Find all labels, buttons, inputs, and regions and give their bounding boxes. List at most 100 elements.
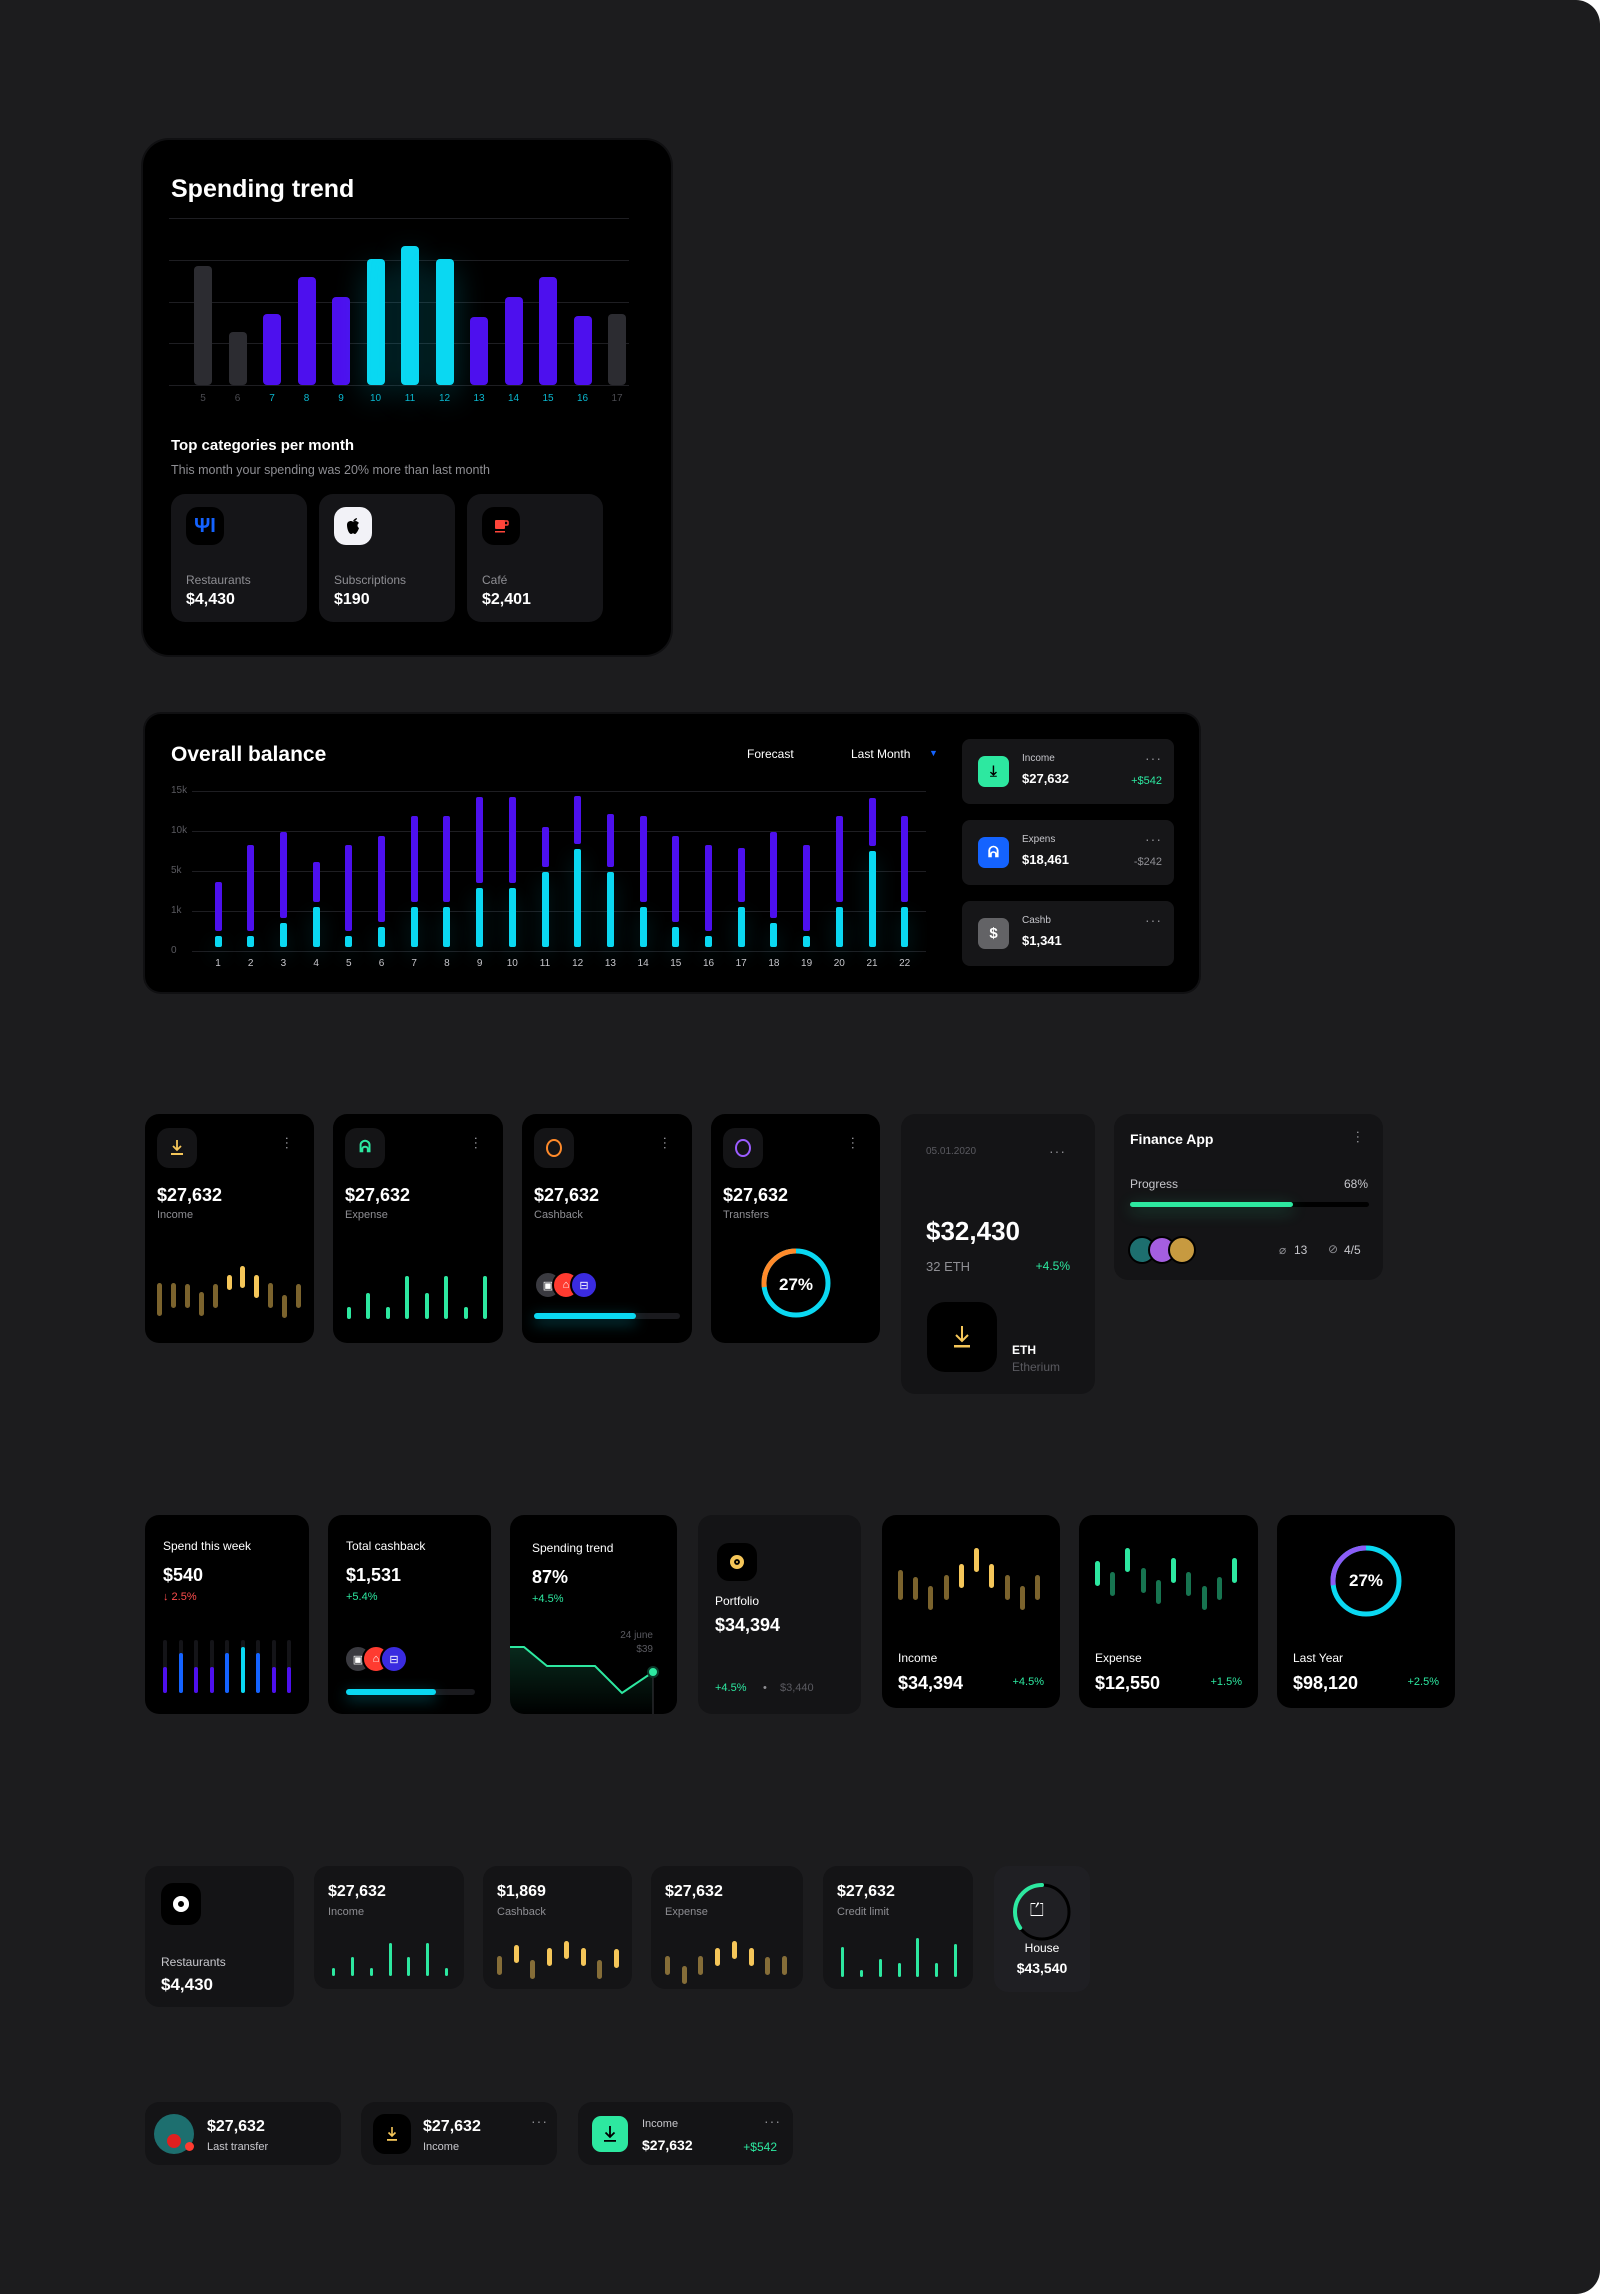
expense-bar[interactable] — [803, 845, 811, 931]
chart-bar[interactable] — [470, 317, 488, 385]
expense-bar[interactable] — [378, 835, 385, 922]
income-bar[interactable] — [705, 935, 712, 947]
chart-bar[interactable] — [608, 313, 626, 385]
more-icon[interactable]: ··· — [1145, 831, 1162, 847]
chart-bar[interactable] — [435, 258, 454, 385]
income-bar[interactable] — [901, 907, 909, 947]
chevron-down-icon[interactable]: ▼ — [929, 748, 938, 758]
expense-stat-card[interactable]: Expense $12,550 +1.5% — [1079, 1515, 1258, 1708]
expense-bar[interactable] — [279, 831, 287, 919]
chart-bar[interactable] — [228, 332, 247, 385]
expense-bar[interactable] — [410, 815, 418, 902]
more-icon[interactable]: ··· — [846, 1136, 862, 1150]
income-bar[interactable] — [770, 923, 778, 947]
credit-limit-card[interactable]: $27,632 Credit limit — [823, 1866, 973, 1989]
expense-bar[interactable] — [476, 797, 484, 883]
income-bar[interactable] — [476, 887, 484, 947]
total-cashback-card[interactable]: Total cashback $1,531 +5.4% ▣ ⌂ ⊟ — [328, 1515, 491, 1714]
category-card-subscriptions[interactable]: Subscriptions $190 — [319, 494, 455, 622]
expense-bar[interactable] — [770, 831, 778, 919]
expense-bar[interactable] — [541, 827, 549, 868]
income-bar[interactable] — [312, 907, 320, 947]
category-card-cafe[interactable]: Café $2,401 — [467, 494, 603, 622]
transfers-card[interactable]: ··· $27,632 Transfers 27% — [711, 1114, 880, 1343]
income-bar[interactable] — [574, 849, 582, 947]
income-bar[interactable] — [606, 872, 614, 947]
income-bar[interactable] — [410, 907, 418, 947]
income-bar[interactable] — [443, 907, 451, 947]
chart-bar[interactable] — [297, 277, 316, 385]
income-mini-card[interactable]: $27,632 Income — [314, 1866, 464, 1989]
income-bar[interactable] — [508, 887, 516, 947]
spending-trend-mini-card[interactable]: Spending trend 87% +4.5% 24 june $39 — [510, 1515, 677, 1714]
restaurants-card[interactable]: Restaurants $4,430 — [145, 1866, 294, 2007]
expense-bar[interactable] — [606, 814, 614, 868]
summary-card-expens[interactable]: ᕱ Expens $18,461 -$242 ··· — [962, 820, 1174, 885]
chart-bar[interactable] — [194, 266, 212, 385]
expense-card[interactable]: ᕱ ··· $27,632 Expense — [333, 1114, 503, 1343]
income-bar[interactable] — [345, 935, 353, 947]
download-icon[interactable] — [927, 1302, 997, 1372]
expense-bar[interactable] — [639, 815, 647, 902]
cashback-mini-card[interactable]: $1,869 Cashback — [483, 1866, 632, 1989]
chart-bar[interactable] — [573, 315, 592, 385]
category-card-restaurants[interactable]: ΨI Restaurants $4,430 — [171, 494, 307, 622]
income-delta-card[interactable]: Income $27,632 +$542 ··· — [578, 2102, 793, 2165]
expense-bar[interactable] — [508, 797, 516, 883]
income-stat-card[interactable]: Income $34,394 +4.5% — [882, 1515, 1060, 1708]
last-transfer-card[interactable]: $27,632 Last transfer — [145, 2102, 341, 2165]
income-card[interactable]: ··· $27,632 Income — [145, 1114, 314, 1343]
eth-card[interactable]: 05.01.2020 ··· $32,430 32 ETH +4.5% ETH … — [901, 1114, 1095, 1394]
period-dropdown[interactable]: Last Month — [851, 747, 911, 761]
forecast-tab[interactable]: Forecast — [747, 747, 794, 761]
expense-bar[interactable] — [214, 882, 222, 931]
spend-week-card[interactable]: Spend this week $540 ↓ 2.5% — [145, 1515, 309, 1714]
chart-bar[interactable] — [332, 297, 350, 385]
chart-bar[interactable] — [539, 277, 557, 385]
expense-bar[interactable] — [737, 848, 745, 902]
income-bar[interactable] — [378, 926, 385, 947]
more-icon[interactable]: ··· — [531, 2113, 548, 2129]
more-icon[interactable]: ··· — [1145, 912, 1162, 928]
more-icon[interactable]: ··· — [764, 2113, 781, 2129]
expense-bar[interactable] — [835, 815, 843, 902]
income-bar[interactable] — [279, 923, 287, 947]
expense-bar[interactable] — [705, 845, 712, 931]
more-icon[interactable]: ··· — [280, 1136, 296, 1150]
chart-bar[interactable] — [263, 313, 281, 385]
summary-card-income[interactable]: ⤓ Income $27,632 +$542 ··· — [962, 739, 1174, 804]
house-card[interactable]: ⏍ House $43,540 — [994, 1866, 1090, 1992]
chart-bar[interactable] — [401, 245, 419, 385]
expense-bar[interactable] — [901, 815, 909, 902]
income-bar[interactable] — [247, 935, 255, 947]
cashback-card[interactable]: ··· $27,632 Cashback ▣ ⌂ ⊟ — [522, 1114, 692, 1343]
more-icon[interactable]: ··· — [658, 1136, 674, 1150]
expense-bar[interactable] — [443, 815, 451, 902]
marker-dot[interactable] — [647, 1666, 659, 1678]
more-icon[interactable]: ··· — [1049, 1143, 1066, 1159]
income-bar[interactable] — [639, 907, 647, 947]
expense-mini-card[interactable]: $27,632 Expense — [651, 1866, 803, 1989]
chart-bar[interactable] — [504, 297, 523, 385]
chart-bar[interactable] — [366, 258, 385, 385]
income-bar[interactable] — [737, 907, 745, 947]
more-icon[interactable]: ··· — [1351, 1130, 1367, 1144]
summary-card-cashb[interactable]: $ Cashb $1,341 ··· — [962, 901, 1174, 966]
income-row-card[interactable]: $27,632 Income ··· — [361, 2102, 557, 2165]
income-bar[interactable] — [835, 907, 843, 947]
expense-bar[interactable] — [345, 845, 353, 931]
income-bar[interactable] — [214, 935, 222, 947]
expense-bar[interactable] — [868, 797, 876, 847]
expense-bar[interactable] — [247, 845, 255, 931]
last-year-card[interactable]: 27% Last Year $98,120 +2.5% — [1277, 1515, 1455, 1708]
more-icon[interactable]: ··· — [469, 1136, 485, 1150]
portfolio-card[interactable]: Portfolio $34,394 +4.5% • $3,440 — [698, 1515, 861, 1714]
income-bar[interactable] — [868, 851, 876, 947]
income-bar[interactable] — [803, 935, 811, 947]
expense-bar[interactable] — [312, 861, 320, 902]
income-bar[interactable] — [541, 872, 549, 947]
income-bar[interactable] — [672, 926, 680, 947]
finance-app-card[interactable]: Finance App ··· Progress 68% ⌀ 13 ⊘ 4/5 — [1114, 1114, 1383, 1280]
expense-bar[interactable] — [672, 835, 680, 922]
more-icon[interactable]: ··· — [1145, 750, 1162, 766]
